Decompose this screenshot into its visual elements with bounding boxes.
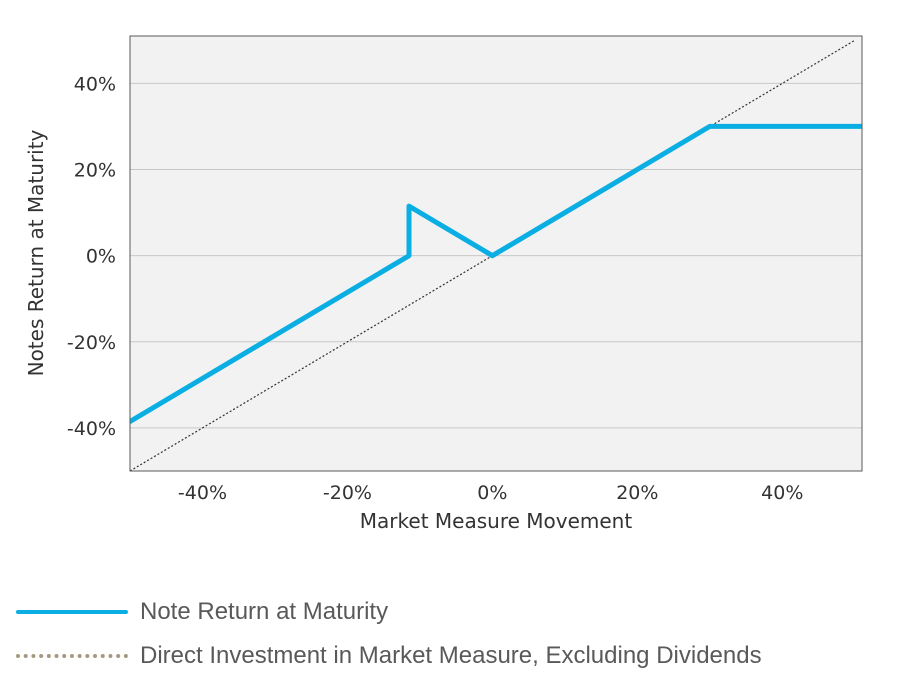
series-group bbox=[130, 39, 862, 471]
x-tick-label: 20% bbox=[616, 482, 658, 504]
legend-swatch-dotted bbox=[16, 651, 128, 661]
y-tick-label: 20% bbox=[74, 160, 116, 182]
y-tick-labels: 40% 20% 0% -20% -40% bbox=[67, 73, 116, 440]
x-axis-label: Market Measure Movement bbox=[360, 509, 633, 533]
legend-item-note-return: Note Return at Maturity bbox=[16, 590, 762, 634]
x-tick-labels: -40% -20% 0% 20% 40% bbox=[178, 482, 803, 504]
plot-border bbox=[129, 35, 863, 472]
legend-swatch-solid bbox=[16, 607, 128, 617]
legend-label: Direct Investment in Market Measure, Exc… bbox=[140, 642, 762, 669]
y-tick-label: -40% bbox=[67, 418, 116, 440]
y-axis-label: Notes Return at Maturity bbox=[24, 129, 48, 376]
y-tick-label: 40% bbox=[74, 73, 116, 95]
legend-label: Note Return at Maturity bbox=[140, 598, 389, 625]
y-tick-label: 0% bbox=[86, 246, 116, 268]
chart: 40% 20% 0% -20% -40% -40% -20% 0% 20% 40% Market… bbox=[24, 35, 863, 533]
y-tick-label: -20% bbox=[67, 332, 116, 354]
legend: Note Return at Maturity Direct Investmen… bbox=[16, 590, 762, 678]
x-tick-label: -40% bbox=[178, 482, 227, 504]
legend-item-direct-investment: Direct Investment in Market Measure, Exc… bbox=[16, 634, 762, 678]
x-tick-label: 0% bbox=[477, 482, 507, 504]
series-line-note-return bbox=[130, 123, 862, 424]
x-tick-label: -20% bbox=[323, 482, 372, 504]
x-tick-label: 40% bbox=[761, 482, 803, 504]
